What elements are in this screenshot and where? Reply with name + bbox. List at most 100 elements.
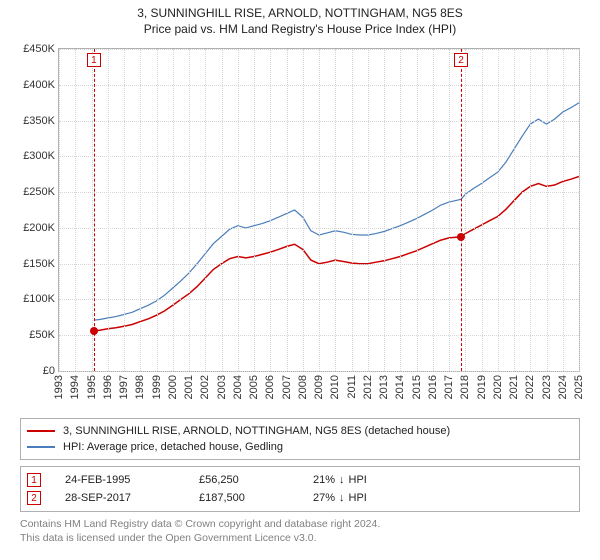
gridline-vertical	[465, 49, 466, 371]
gridline-vertical	[287, 49, 288, 371]
sales-table-row: 1 24-FEB-1995 £56,250 21%↓HPI	[27, 471, 573, 489]
x-axis-tick-label: 2011	[346, 375, 358, 399]
gridline-vertical	[157, 49, 158, 371]
sale-marker-dot	[90, 327, 98, 335]
x-axis-tick-label: 2008	[297, 375, 309, 399]
gridline-vertical	[303, 49, 304, 371]
sales-table-date: 28-SEP-2017	[65, 492, 175, 504]
gridline-vertical	[205, 49, 206, 371]
x-axis-tick-label: 1995	[86, 375, 98, 399]
sale-marker-dot	[457, 233, 465, 241]
gridline-vertical	[514, 49, 515, 371]
gridline-vertical	[124, 49, 125, 371]
sale-marker-line	[94, 49, 95, 371]
gridline-vertical	[563, 49, 564, 371]
legend-label: 3, SUNNINGHILL RISE, ARNOLD, NOTTINGHAM,…	[63, 425, 450, 437]
y-axis-tick-label: £350K	[23, 115, 55, 127]
gridline-vertical	[449, 49, 450, 371]
title-main: 3, SUNNINGHILL RISE, ARNOLD, NOTTINGHAM,…	[0, 6, 600, 20]
x-axis-tick-label: 2001	[183, 375, 195, 399]
legend-swatch	[27, 446, 55, 448]
sales-table-row: 228-SEP-2017£187,50027%↓HPI	[27, 489, 573, 507]
gridline-vertical	[335, 49, 336, 371]
gridline-vertical	[108, 49, 109, 371]
x-axis-tick-label: 2015	[411, 375, 423, 399]
gridline-vertical	[498, 49, 499, 371]
x-axis-tick-label: 1994	[69, 375, 81, 399]
chart: £0£50K£100K£150K£200K£250K£300K£350K£400…	[10, 42, 590, 412]
delta-label: HPI	[349, 492, 367, 504]
y-axis-tick-label: £400K	[23, 79, 55, 91]
legend-label: HPI: Average price, detached house, Gedl…	[63, 441, 283, 453]
x-axis-tick-label: 2021	[508, 375, 520, 399]
sales-table-price: £187,500	[199, 492, 289, 504]
gridline-vertical	[368, 49, 369, 371]
legend: 3, SUNNINGHILL RISE, ARNOLD, NOTTINGHAM,…	[20, 418, 580, 460]
x-axis-tick-label: 2020	[492, 375, 504, 399]
x-axis-tick-label: 1997	[118, 375, 130, 399]
sale-marker-index: 1	[87, 53, 101, 67]
delta-pct: 21%	[313, 474, 335, 486]
y-axis-tick-label: £150K	[23, 258, 55, 270]
gridline-vertical	[238, 49, 239, 371]
legend-item: 3, SUNNINGHILL RISE, ARNOLD, NOTTINGHAM,…	[27, 423, 573, 439]
chart-titles: 3, SUNNINGHILL RISE, ARNOLD, NOTTINGHAM,…	[0, 0, 600, 36]
x-axis-tick-label: 2018	[459, 375, 471, 399]
x-axis-tick-label: 2019	[476, 375, 488, 399]
sales-table-delta: 21%↓HPI	[313, 474, 367, 486]
gridline-vertical	[189, 49, 190, 371]
gridline-vertical	[417, 49, 418, 371]
down-arrow-icon: ↓	[339, 492, 345, 504]
gridline-vertical	[173, 49, 174, 371]
delta-label: HPI	[349, 474, 367, 486]
x-axis-tick-label: 2004	[232, 375, 244, 399]
sales-table-index: 2	[27, 491, 41, 505]
x-axis-tick-label: 2013	[378, 375, 390, 399]
gridline-vertical	[59, 49, 60, 371]
sales-table-index: 1	[27, 473, 41, 487]
x-axis-tick-label: 2014	[394, 375, 406, 399]
x-axis-tick-label: 2009	[313, 375, 325, 399]
x-axis-tick-label: 2005	[248, 375, 260, 399]
gridline-horizontal	[59, 371, 579, 372]
legend-item: HPI: Average price, detached house, Gedl…	[27, 439, 573, 455]
sale-marker-index: 2	[454, 53, 468, 67]
x-axis-tick-label: 2010	[329, 375, 341, 399]
gridline-vertical	[319, 49, 320, 371]
legend-swatch	[27, 430, 55, 432]
gridline-vertical	[530, 49, 531, 371]
y-axis-tick-label: £450K	[23, 43, 55, 55]
gridline-vertical	[75, 49, 76, 371]
x-axis-tick-label: 2025	[573, 375, 585, 399]
y-axis-tick-label: £100K	[23, 293, 55, 305]
gridline-vertical	[400, 49, 401, 371]
x-axis-tick-label: 2024	[557, 375, 569, 399]
x-axis-tick-label: 2002	[199, 375, 211, 399]
x-axis-tick-label: 2006	[264, 375, 276, 399]
sales-table-date: 24-FEB-1995	[65, 474, 175, 486]
gridline-vertical	[270, 49, 271, 371]
x-axis-tick-label: 2012	[362, 375, 374, 399]
footer-line-licence: This data is licensed under the Open Gov…	[20, 532, 580, 546]
gridline-vertical	[222, 49, 223, 371]
sale-marker-line	[461, 49, 462, 371]
gridline-vertical	[482, 49, 483, 371]
gridline-vertical	[384, 49, 385, 371]
x-axis-tick-label: 1996	[102, 375, 114, 399]
series-property	[94, 176, 579, 330]
x-axis-tick-label: 2016	[427, 375, 439, 399]
gridline-vertical	[579, 49, 580, 371]
x-axis-tick-label: 1998	[134, 375, 146, 399]
gridline-vertical	[433, 49, 434, 371]
x-axis-tick-label: 1993	[53, 375, 65, 399]
y-axis-tick-label: £300K	[23, 150, 55, 162]
gridline-vertical	[547, 49, 548, 371]
gridline-vertical	[254, 49, 255, 371]
sales-table: 124-FEB-1995£56,25021%↓HPI228-SEP-2017£1…	[20, 466, 580, 512]
sales-table-delta: 27%↓HPI	[313, 492, 367, 504]
footer: Contains HM Land Registry data © Crown c…	[20, 518, 580, 545]
y-axis-tick-label: £250K	[23, 186, 55, 198]
sales-table-price: £56,250	[199, 474, 289, 486]
x-axis-tick-label: 2022	[524, 375, 536, 399]
gridline-vertical	[352, 49, 353, 371]
